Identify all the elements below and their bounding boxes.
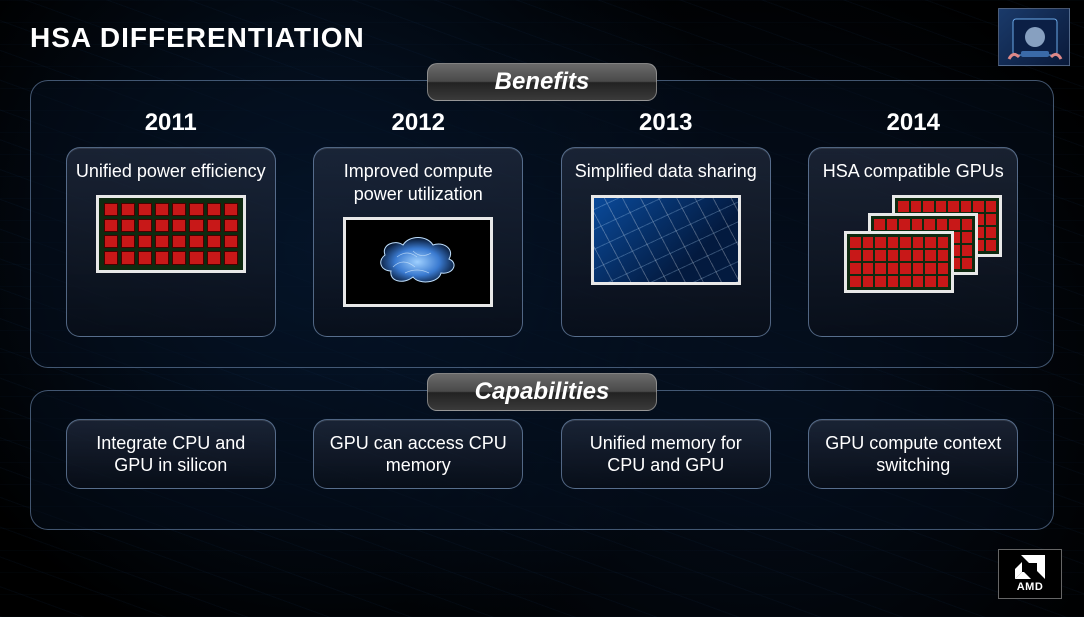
- capability-text: Unified memory for CPU and GPU: [570, 432, 762, 477]
- capability-card: Unified memory for CPU and GPU: [561, 419, 771, 489]
- benefit-col-2012: 2012 Improved compute power utilization: [295, 109, 543, 337]
- capability-col: GPU can access CPU memory: [295, 419, 543, 489]
- capability-text: Integrate CPU and GPU in silicon: [75, 432, 267, 477]
- capability-col: Integrate CPU and GPU in silicon: [47, 419, 295, 489]
- benefits-section: Benefits 2011 Unified power efficiency 2…: [30, 80, 1054, 368]
- amd-arrow-icon: [1015, 555, 1045, 579]
- capabilities-section: Capabilities Integrate CPU and GPU in si…: [30, 390, 1054, 530]
- slide-title: HSA DIFFERENTIATION: [30, 22, 365, 54]
- capability-text: GPU compute context switching: [817, 432, 1009, 477]
- benefit-card: Unified power efficiency: [66, 147, 276, 337]
- amd-logo: AMD: [998, 549, 1062, 599]
- capability-col: Unified memory for CPU and GPU: [542, 419, 790, 489]
- year-label: 2014: [887, 109, 940, 137]
- capabilities-label: Capabilities: [427, 373, 657, 411]
- benefit-text: Unified power efficiency: [75, 160, 267, 183]
- year-label: 2012: [392, 109, 445, 137]
- chip-graphic: [96, 195, 246, 273]
- benefits-label: Benefits: [427, 63, 657, 101]
- benefits-columns: 2011 Unified power efficiency 2012 Impro…: [31, 81, 1053, 367]
- brain-graphic: [343, 217, 493, 307]
- benefit-card: Improved compute power utilization: [313, 147, 523, 337]
- capability-card: Integrate CPU and GPU in silicon: [66, 419, 276, 489]
- decorative-top-right-image: [998, 8, 1070, 66]
- year-label: 2011: [145, 109, 197, 137]
- benefit-col-2011: 2011 Unified power efficiency: [47, 109, 295, 337]
- amd-logo-text: AMD: [1017, 581, 1044, 593]
- capability-card: GPU can access CPU memory: [313, 419, 523, 489]
- capability-col: GPU compute context switching: [790, 419, 1038, 489]
- datacube-graphic: [591, 195, 741, 285]
- benefit-text: Simplified data sharing: [570, 160, 762, 183]
- benefit-card: HSA compatible GPUs: [808, 147, 1018, 337]
- benefit-text: Improved compute power utilization: [322, 160, 514, 205]
- benefit-card: Simplified data sharing: [561, 147, 771, 337]
- chip-stack-graphic: [818, 195, 1008, 295]
- capabilities-columns: Integrate CPU and GPU in silicon GPU can…: [31, 391, 1053, 529]
- capability-card: GPU compute context switching: [808, 419, 1018, 489]
- capability-text: GPU can access CPU memory: [322, 432, 514, 477]
- year-label: 2013: [639, 109, 692, 137]
- benefit-col-2014: 2014 HSA compatible GPUs: [790, 109, 1038, 337]
- benefit-text: HSA compatible GPUs: [817, 160, 1009, 183]
- benefit-col-2013: 2013 Simplified data sharing: [542, 109, 790, 337]
